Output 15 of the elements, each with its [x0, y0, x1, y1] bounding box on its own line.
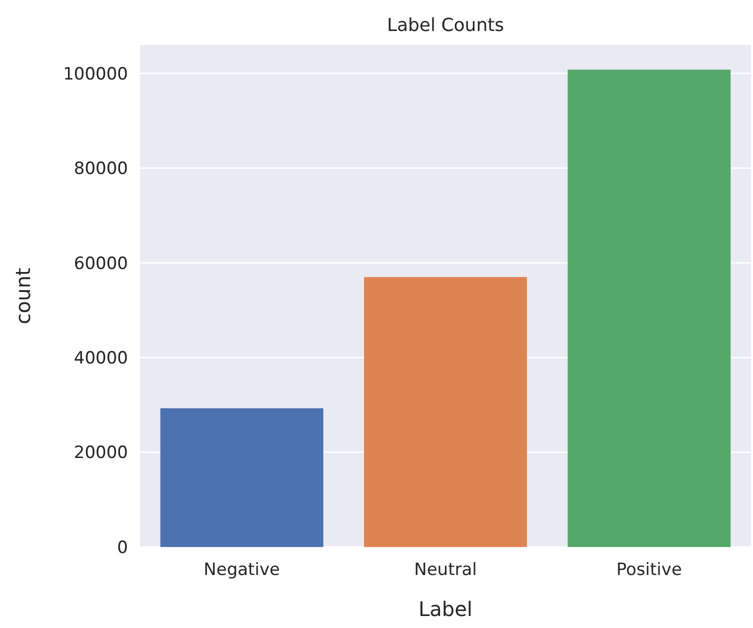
x-axis-title: Label [418, 597, 472, 621]
x-tick-label: Positive [616, 560, 682, 580]
x-tick-label: Negative [204, 560, 280, 580]
chart-title: Label Counts [386, 15, 504, 36]
bar [568, 70, 731, 547]
y-tick-label: 80000 [74, 159, 128, 180]
y-tick-label: 0 [117, 538, 128, 558]
y-tick-label: 20000 [74, 443, 128, 464]
y-tick-label: 40000 [74, 348, 128, 369]
bar [364, 277, 527, 547]
y-tick-label: 60000 [74, 254, 128, 274]
y-axis-title: count [11, 268, 35, 324]
bar [160, 408, 324, 547]
y-tick-label: 100000 [63, 64, 128, 84]
x-tick-label: Neutral [414, 560, 477, 580]
